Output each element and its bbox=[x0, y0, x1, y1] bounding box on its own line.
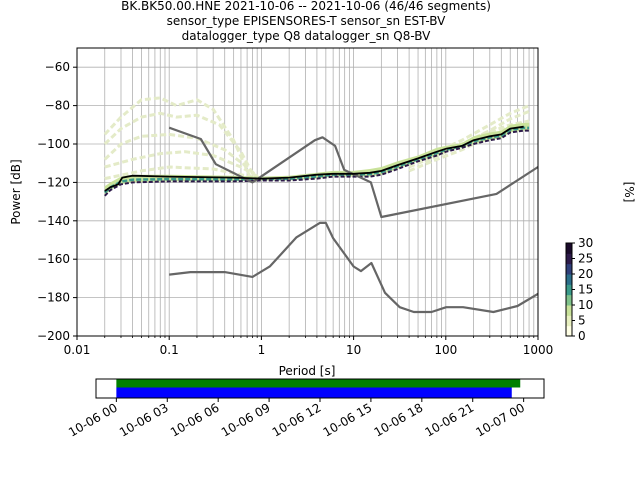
colorbar-step bbox=[566, 253, 572, 265]
x-axis-label: Period [s] bbox=[279, 364, 336, 378]
x-axis-ticks: 0.01 0.1 1 10 100 1000 bbox=[64, 336, 554, 357]
colorbar-step bbox=[566, 325, 572, 337]
colorbar-tick-label: 0 bbox=[578, 329, 586, 343]
colorbar-tick-label: 30 bbox=[578, 236, 593, 250]
y-tick-label: −140 bbox=[37, 214, 70, 228]
colorbar-tick-label: 5 bbox=[578, 314, 586, 328]
psd-faint-curve bbox=[104, 150, 263, 180]
x-tick-label: 1000 bbox=[523, 343, 554, 357]
psd-faint-curve bbox=[104, 165, 262, 181]
figure-title: BK.BK50.00.HNE 2021-10-06 -- 2021-10-06 … bbox=[121, 0, 491, 43]
colorbar-step bbox=[566, 284, 572, 296]
colorbar-step bbox=[566, 274, 572, 285]
timeline-tick-label: 10-06 09 bbox=[219, 400, 273, 439]
psd-faint-curve bbox=[103, 111, 259, 184]
y-tick-label: −200 bbox=[37, 329, 70, 343]
colorbar-tick-label: 20 bbox=[578, 267, 593, 281]
y-tick-label: −120 bbox=[37, 175, 70, 189]
y-axis-ticks: −60 −80 −100 −120 −140 −160 −180 −200 bbox=[37, 60, 77, 343]
psd-coverage-bar bbox=[116, 387, 512, 398]
colorbar-step bbox=[566, 305, 572, 316]
psd-faint-curve bbox=[103, 132, 263, 182]
timeline-tick-label: 10-06 15 bbox=[321, 400, 375, 439]
colorbar-tick-label: 25 bbox=[578, 252, 593, 266]
y-tick-label: −60 bbox=[45, 60, 70, 74]
timeline-tick-label: 10-06 03 bbox=[117, 400, 171, 439]
title-line-1: BK.BK50.00.HNE 2021-10-06 -- 2021-10-06 … bbox=[121, 0, 491, 13]
colorbar-step bbox=[566, 294, 572, 306]
x-tick-label: 0.1 bbox=[160, 343, 179, 357]
psd-faint-curve bbox=[103, 96, 254, 184]
y-tick-label: −80 bbox=[45, 99, 70, 113]
psd-band-low bbox=[104, 129, 530, 197]
y-tick-label: −180 bbox=[37, 291, 70, 305]
timeline-tick-label: 10-07 00 bbox=[473, 400, 527, 439]
y-tick-label: −160 bbox=[37, 252, 70, 266]
timeline-tick-label: 10-06 12 bbox=[270, 400, 324, 439]
x-tick-label: 1 bbox=[258, 343, 266, 357]
y-axis-label: Power [dB] bbox=[9, 159, 23, 224]
y-tick-label: −100 bbox=[37, 137, 70, 151]
series-line-mode bbox=[104, 125, 524, 192]
title-line-3: datalogger_type Q8 datalogger_sn Q8-BV bbox=[182, 29, 432, 43]
psd-band-mid bbox=[103, 126, 530, 194]
colorbar-tick-label: 15 bbox=[578, 283, 593, 297]
colorbar-gradient bbox=[566, 243, 572, 337]
x-tick-label: 10 bbox=[346, 343, 361, 357]
title-line-2: sensor_type EPISENSORES-T sensor_sn EST-… bbox=[167, 14, 447, 28]
plot-grid bbox=[76, 48, 538, 337]
colorbar-step bbox=[566, 263, 572, 275]
psd-plot: 0.01 0.1 1 10 100 1000 −60 −80 −100 −120 −140 −160… bbox=[9, 47, 554, 378]
colorbar-tick-label: 10 bbox=[578, 298, 593, 312]
psd-faint-curve bbox=[408, 104, 530, 165]
colorbar-step bbox=[566, 315, 572, 327]
timeline-tick-label: 10-06 21 bbox=[423, 400, 477, 439]
psd-lines bbox=[104, 125, 538, 314]
plot-background bbox=[77, 48, 538, 336]
colorbar-step bbox=[566, 243, 572, 254]
timeline-tick-label: 10-06 00 bbox=[66, 400, 120, 439]
colorbar-label: [%] bbox=[622, 182, 636, 203]
data-coverage-bar bbox=[116, 379, 521, 388]
x-tick-label: 100 bbox=[434, 343, 457, 357]
timeline-tick-label: 10-06 18 bbox=[372, 400, 426, 439]
series-line-noise-model-high bbox=[168, 126, 538, 219]
series-line-noise-model-low bbox=[169, 221, 538, 314]
timeline-tick-label: 10-06 06 bbox=[168, 400, 222, 439]
x-tick-label: 0.01 bbox=[64, 343, 91, 357]
plot-frame bbox=[76, 47, 539, 337]
